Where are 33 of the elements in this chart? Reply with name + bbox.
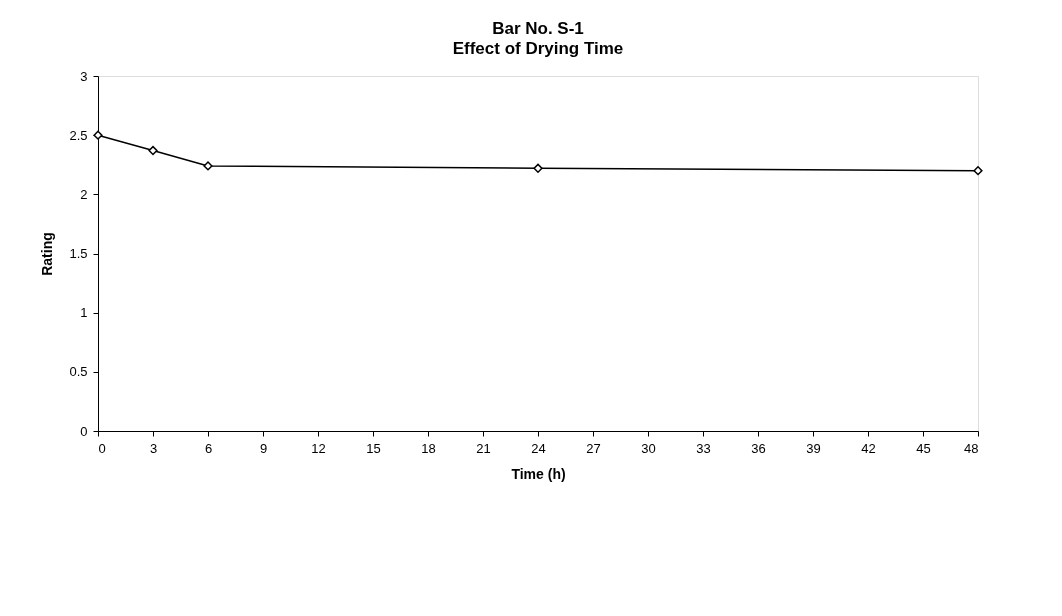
x-tick-label: 12 [311, 440, 326, 456]
y-tick-label: 0 [80, 423, 88, 439]
x-tick-label: 48 [964, 440, 979, 456]
point [973, 166, 983, 176]
x-tick-label: 27 [586, 440, 601, 456]
point [93, 130, 103, 140]
x-tick-label: 36 [751, 440, 766, 456]
x-tick-label: 6 [204, 440, 213, 456]
x-tick-label: 9 [259, 440, 268, 456]
x-tick-label: 24 [531, 440, 546, 456]
x-tick-label: 42 [861, 440, 876, 456]
x-tick-label: 30 [641, 440, 656, 456]
x-tick-label: 0 [98, 440, 106, 456]
x-tick-label: 33 [696, 440, 711, 456]
y-tick-label: 1 [80, 305, 88, 321]
y-axis-title: Rating [39, 232, 56, 276]
x-tick-label: 15 [366, 440, 381, 456]
x-axis-title: Time (h) [511, 465, 566, 482]
y-tick-label: 0.5 [69, 364, 88, 380]
point [148, 145, 158, 156]
x-tick-label: 39 [806, 440, 821, 456]
chart-title: Bar No. S-1 [492, 19, 584, 38]
x-tick-label: 21 [476, 440, 491, 456]
chart-subtitle: Effect of Drying Time [452, 39, 624, 58]
x-tick-label: 18 [421, 440, 436, 456]
y-tick-label: 1.5 [69, 246, 88, 261]
x-tick-label: 45 [916, 440, 931, 456]
y-tick-label: 3 [80, 68, 88, 84]
x-tick-label: 3 [149, 440, 158, 456]
y-tick-label: 2 [80, 186, 88, 202]
point [203, 161, 213, 171]
y-tick-label: 2.5 [69, 127, 88, 143]
point [533, 163, 543, 173]
